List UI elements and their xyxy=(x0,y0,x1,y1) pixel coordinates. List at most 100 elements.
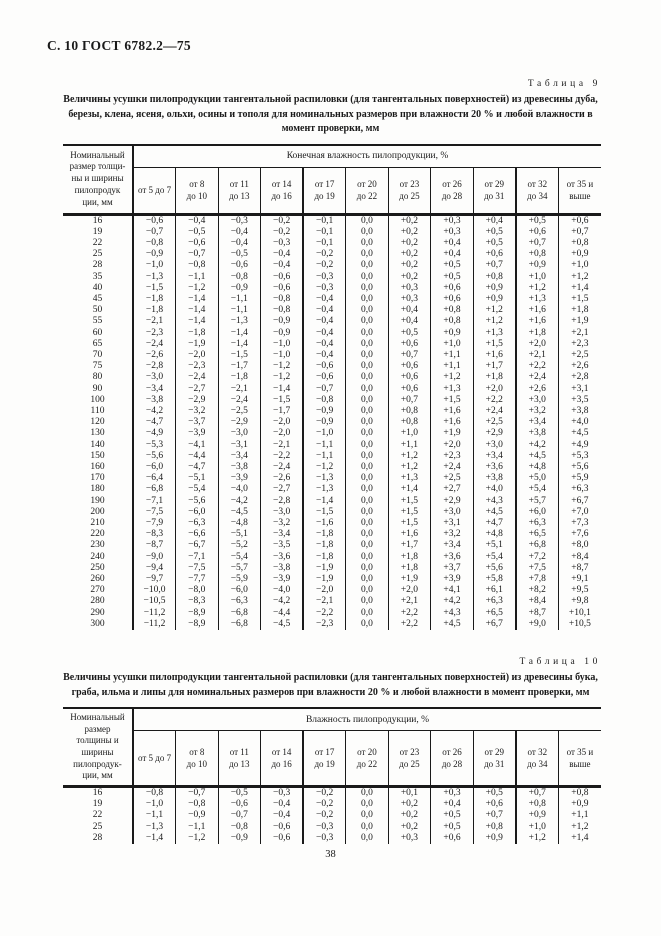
value-cell: −5,4 xyxy=(217,551,261,563)
value-cell: −5,6 xyxy=(132,450,176,462)
value-cell: −2,0 xyxy=(260,417,304,429)
value-cell: 0,0 xyxy=(345,383,389,395)
value-cell: +0,2 xyxy=(387,799,431,811)
value-cell: +0,9 xyxy=(430,327,474,339)
table-row: 28 −1,0 −0,8 −0,6 −0,4 −0,2 0,0 +0,2 +0,5 +0,7 +0,… xyxy=(63,260,601,272)
size-cell: 210 xyxy=(90,517,105,528)
value-cell: +0,9 xyxy=(514,260,559,272)
size-cell: 60 xyxy=(92,327,103,338)
value-cell: +8,4 xyxy=(557,551,601,563)
value-cell: +0,9 xyxy=(472,832,516,845)
value-cell: +1,2 xyxy=(514,282,559,294)
table-row: 19 −0,7 −0,5 −0,4 −0,2 −0,1 0,0 +0,2 +0,3 +0,5 +0,… xyxy=(63,226,601,238)
value-cell: −4,4 xyxy=(260,607,304,619)
value-cell: −0,1 xyxy=(302,237,346,250)
value-cell: 0,0 xyxy=(345,450,389,462)
value-cell: +0,9 xyxy=(472,282,516,294)
value-cell: +3,1 xyxy=(430,517,474,530)
value-cell: 0,0 xyxy=(345,394,389,406)
size-cell: 55 xyxy=(92,316,103,327)
value-cell: −0,5 xyxy=(175,226,219,238)
table-row: 290 −11,2 −8,9 −6,8 −4,4 −2,2 0,0 +2,2 +4,3 +6,5 +… xyxy=(63,607,601,619)
value-cell: +0,5 xyxy=(514,214,559,227)
column-header: от 32 до 34 xyxy=(514,730,559,789)
value-cell: −1,8 xyxy=(302,540,346,552)
value-cell: 0,0 xyxy=(345,540,389,552)
value-cell: −2,1 xyxy=(132,316,176,328)
value-cell: −2,1 xyxy=(302,596,346,608)
column-header: от 11 до 13 xyxy=(217,730,261,789)
value-cell: +0,2 xyxy=(387,237,431,250)
value-cell: −7,1 xyxy=(175,551,219,563)
table-row: 170 −6,4 −5,1 −3,9 −2,6 −1,3 0,0 +1,3 +2,5 +3,8 +5… xyxy=(63,473,601,485)
value-cell: −3,2 xyxy=(260,517,304,530)
value-cell: −0,6 xyxy=(260,821,304,833)
value-cell: +0,9 xyxy=(472,293,516,306)
value-cell: −3,0 xyxy=(260,506,304,518)
value-cell: −11,2 xyxy=(132,607,176,619)
value-cell: +4,0 xyxy=(557,417,601,429)
value-cell: +6,1 xyxy=(472,585,516,597)
value-cell: +0,5 xyxy=(430,810,474,822)
size-cell: 260 xyxy=(90,574,105,584)
size-cell: 220 xyxy=(90,529,105,540)
value-cell: +9,1 xyxy=(557,574,601,586)
value-cell: −8,9 xyxy=(175,618,219,631)
table-row: 250 −9,4 −7,5 −5,7 −3,8 −1,9 0,0 +1,8 +3,7 +5,6 +7… xyxy=(63,562,601,574)
value-cell: −1,2 xyxy=(175,832,219,845)
value-cell: −2,0 xyxy=(260,428,304,440)
value-cell: −2,3 xyxy=(302,618,346,631)
value-cell: +0,6 xyxy=(557,214,601,227)
value-cell: +0,2 xyxy=(387,821,431,833)
value-cell: +1,2 xyxy=(387,450,431,462)
value-cell: +0,4 xyxy=(472,214,516,227)
value-cell: +6,7 xyxy=(557,495,601,507)
value-cell: 0,0 xyxy=(345,618,389,631)
value-cell: −1,3 xyxy=(302,473,346,485)
value-cell: +8,4 xyxy=(514,596,559,608)
value-cell: +0,8 xyxy=(557,237,601,250)
size-cell: 70 xyxy=(92,349,103,360)
value-cell: +3,2 xyxy=(514,405,559,418)
value-cell: −1,2 xyxy=(260,372,304,384)
size-cell: 28 xyxy=(92,260,103,271)
value-cell: −0,4 xyxy=(217,237,261,250)
value-cell: +0,5 xyxy=(387,327,431,339)
table-row: 120 −4,7 −3,7 −2,9 −2,0 −0,9 0,0 +0,8 +1,6 +2,5 +3… xyxy=(63,417,601,429)
value-cell: +1,6 xyxy=(514,316,559,328)
value-cell: 0,0 xyxy=(345,338,389,350)
page-number: 38 xyxy=(325,849,336,861)
value-cell: +0,2 xyxy=(387,271,431,283)
value-cell: +0,6 xyxy=(387,338,431,350)
value-cell: 0,0 xyxy=(345,810,389,822)
size-cell: 22 xyxy=(92,810,103,821)
value-cell: +5,8 xyxy=(472,574,516,586)
value-cell: +0,9 xyxy=(557,249,601,261)
value-cell: −4,5 xyxy=(260,618,304,631)
value-cell: +6,7 xyxy=(472,618,516,631)
value-cell: −0,4 xyxy=(302,327,346,339)
value-cell: 0,0 xyxy=(345,428,389,440)
value-cell: −1,8 xyxy=(217,372,261,384)
table-row: 140 −5,3 −4,1 −3,1 −2,1 −1,1 0,0 +1,1 +2,0 +3,0 +4… xyxy=(63,439,601,451)
value-cell: +0,9 xyxy=(514,810,559,822)
column-header: от 23 до 25 xyxy=(387,167,431,216)
column-header: от 23 до 25 xyxy=(387,730,431,789)
value-cell: +0,7 xyxy=(514,237,559,250)
value-cell: −1,1 xyxy=(217,293,261,306)
value-cell: −1,6 xyxy=(302,517,346,530)
value-cell: +1,7 xyxy=(387,540,431,552)
value-cell: −3,8 xyxy=(217,461,261,474)
value-cell: +8,2 xyxy=(514,585,559,597)
value-cell: −0,6 xyxy=(302,372,346,384)
value-cell: −0,8 xyxy=(302,394,346,406)
value-cell: +3,4 xyxy=(472,450,516,462)
value-cell: −2,6 xyxy=(260,473,304,485)
column-header: от 11 до 13 xyxy=(217,167,261,216)
value-cell: −1,4 xyxy=(175,293,219,306)
table-row: 16 −0,8 −0,7 −0,5 −0,3 −0,2 0,0 +0,1 +0,3 +0,5 +0,… xyxy=(63,786,601,800)
value-cell: +0,7 xyxy=(472,810,516,822)
value-cell: +8,7 xyxy=(557,562,601,574)
value-cell: +0,2 xyxy=(387,214,431,227)
value-cell: −1,1 xyxy=(132,810,176,822)
